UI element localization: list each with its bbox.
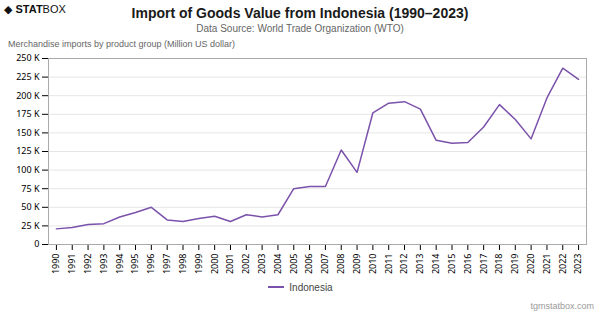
svg-text:0: 0 — [34, 237, 39, 250]
svg-text:1992: 1992 — [81, 254, 94, 275]
svg-text:2005: 2005 — [287, 254, 300, 275]
svg-text:2019: 2019 — [508, 254, 521, 275]
svg-text:2020: 2020 — [524, 254, 537, 275]
svg-text:2011: 2011 — [382, 254, 395, 275]
svg-text:1994: 1994 — [113, 254, 126, 275]
html-text:◆ STAT BOX: ◆ STAT BOX — [4, 3, 66, 15]
svg-text:2010: 2010 — [366, 254, 379, 275]
svg-text:250 K: 250 K — [16, 51, 40, 64]
svg-text:50 K: 50 K — [21, 200, 40, 213]
svg-text:25 K: 25 K — [21, 219, 40, 232]
svg-text:2002: 2002 — [239, 254, 252, 275]
svg-text:1997: 1997 — [160, 254, 173, 275]
svg-text:1998: 1998 — [176, 254, 189, 275]
svg-text:150 K: 150 K — [16, 126, 40, 139]
svg-text:100 K: 100 K — [16, 163, 40, 176]
svg-text:2021: 2021 — [540, 254, 553, 275]
svg-text:75 K: 75 K — [21, 182, 40, 195]
svg-text:2008: 2008 — [334, 254, 347, 275]
svg-text:2017: 2017 — [477, 254, 490, 275]
html-text:Indonesia: Indonesia — [289, 281, 333, 293]
svg-text:2000: 2000 — [208, 254, 221, 275]
html-text:Import of Goods Value from Ind: Import of Goods Value from Indonesia (19… — [131, 5, 469, 21]
svg-text:2004: 2004 — [271, 254, 284, 275]
svg-text:2003: 2003 — [255, 254, 268, 275]
svg-text:2016: 2016 — [461, 254, 474, 275]
svg-text:2012: 2012 — [397, 254, 410, 275]
svg-text:1991: 1991 — [65, 254, 78, 275]
svg-text:2009: 2009 — [350, 254, 363, 275]
svg-text:2015: 2015 — [445, 254, 458, 275]
svg-text:1999: 1999 — [192, 254, 205, 275]
svg-text:2006: 2006 — [302, 254, 315, 275]
svg-text:175 K: 175 K — [16, 107, 40, 120]
svg-text:2007: 2007 — [318, 254, 331, 275]
svg-text:1990: 1990 — [49, 254, 62, 275]
svg-text:1993: 1993 — [97, 254, 110, 275]
svg-text:2013: 2013 — [413, 254, 426, 275]
svg-text:225 K: 225 K — [16, 70, 40, 83]
svg-text:2001: 2001 — [223, 254, 236, 275]
svg-text:1995: 1995 — [128, 254, 141, 275]
svg-text:125 K: 125 K — [16, 144, 40, 157]
html-text:tgmstatbox.com: tgmstatbox.com — [530, 301, 594, 311]
html-text:Merchandise imports by product: Merchandise imports by product group (Mi… — [8, 39, 236, 49]
svg-text:2022: 2022 — [556, 254, 569, 275]
html-text:Data Source: World Trade Organ: Data Source: World Trade Organization (W… — [196, 23, 404, 34]
svg-text:1996: 1996 — [144, 254, 157, 275]
svg-text:200 K: 200 K — [16, 89, 40, 102]
svg-text:2018: 2018 — [492, 254, 505, 275]
svg-text:2023: 2023 — [571, 254, 584, 275]
svg-text:2014: 2014 — [429, 254, 442, 275]
